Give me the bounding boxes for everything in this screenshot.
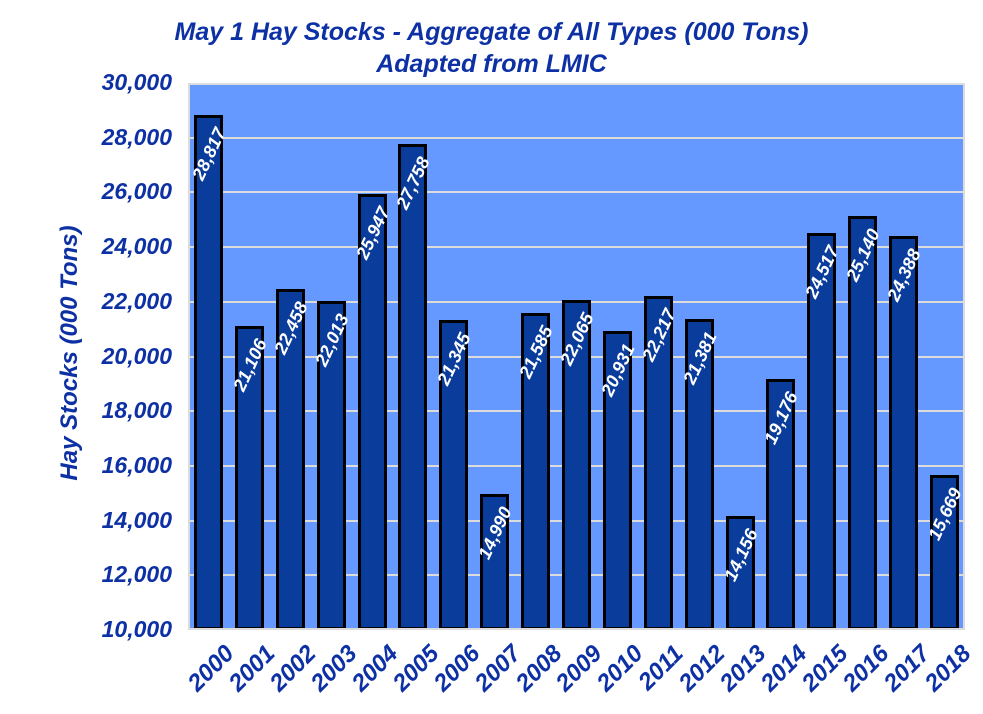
bar-2017: 24,388 <box>883 236 924 630</box>
bar-2001: 21,106 <box>229 326 270 630</box>
y-tick-label: 12,000 <box>101 561 172 587</box>
chart-title: May 1 Hay Stocks - Aggregate of All Type… <box>174 18 809 46</box>
y-tick-label: 30,000 <box>101 69 172 95</box>
bar-value-label: 14,990 <box>473 503 516 563</box>
bar-2013: 14,156 <box>720 516 761 630</box>
bar-value-label: 21,345 <box>432 329 475 389</box>
gridline <box>188 246 965 249</box>
bar-value-label: 14,156 <box>719 525 762 585</box>
bar-value-label: 21,106 <box>228 335 271 395</box>
bar-value-label: 24,517 <box>800 242 843 302</box>
bar-value-label: 22,065 <box>555 309 598 369</box>
y-tick-label: 26,000 <box>101 178 172 204</box>
bar-2006: 21,345 <box>433 320 474 630</box>
bar-value-label: 24,388 <box>882 245 925 305</box>
chart-subtitle: Adapted from LMIC <box>376 50 607 78</box>
bar-value-label: 25,140 <box>841 225 884 285</box>
bar-2018: 15,669 <box>924 475 965 630</box>
y-tick-label: 20,000 <box>101 343 172 369</box>
bar-2012: 21,381 <box>679 319 720 630</box>
y-tick-label: 18,000 <box>101 397 172 423</box>
bar-2014: 19,176 <box>760 379 801 630</box>
y-tick-label: 16,000 <box>101 452 172 478</box>
y-tick-label: 22,000 <box>101 288 172 314</box>
gridline <box>188 136 965 139</box>
bar-value-label: 22,217 <box>637 305 680 365</box>
bar-value-label: 20,931 <box>596 340 639 400</box>
bar-value-label: 15,669 <box>923 484 966 544</box>
y-tick-label: 24,000 <box>101 233 172 259</box>
y-tick-label: 28,000 <box>101 124 172 150</box>
bar-2016: 25,140 <box>842 216 883 630</box>
bar-2002: 22,458 <box>270 289 311 630</box>
bar-value-label: 25,947 <box>351 203 394 263</box>
bar-2009: 22,065 <box>556 300 597 630</box>
gridline <box>188 191 965 194</box>
bar-2011: 22,217 <box>638 296 679 630</box>
bar-2015: 24,517 <box>801 233 842 630</box>
y-tick-label: 10,000 <box>101 616 172 642</box>
bar-value-label: 21,381 <box>678 328 721 388</box>
bar-value-label: 22,013 <box>310 310 353 370</box>
plot-area: 28,817 21,106 22,458 22,013 25,947 27,758 21,3… <box>188 83 965 630</box>
bar-2007: 14,990 <box>474 494 515 630</box>
bar-2010: 20,931 <box>597 331 638 630</box>
bar-2004: 25,947 <box>352 194 393 630</box>
bar-2008: 21,585 <box>515 313 556 630</box>
bar-value-label: 21,585 <box>514 322 557 382</box>
x-tick-label: 2018 <box>919 640 977 697</box>
bar-2000: 28,817 <box>188 115 229 630</box>
bar-2005: 27,758 <box>392 144 433 630</box>
y-tick-label: 14,000 <box>101 507 172 533</box>
bar-value-label: 19,176 <box>759 388 802 448</box>
bar-value-label: 22,458 <box>269 298 312 358</box>
bar-value-label: 28,817 <box>187 124 230 184</box>
bar-2003: 22,013 <box>311 301 352 630</box>
bar-value-label: 27,758 <box>391 153 434 213</box>
